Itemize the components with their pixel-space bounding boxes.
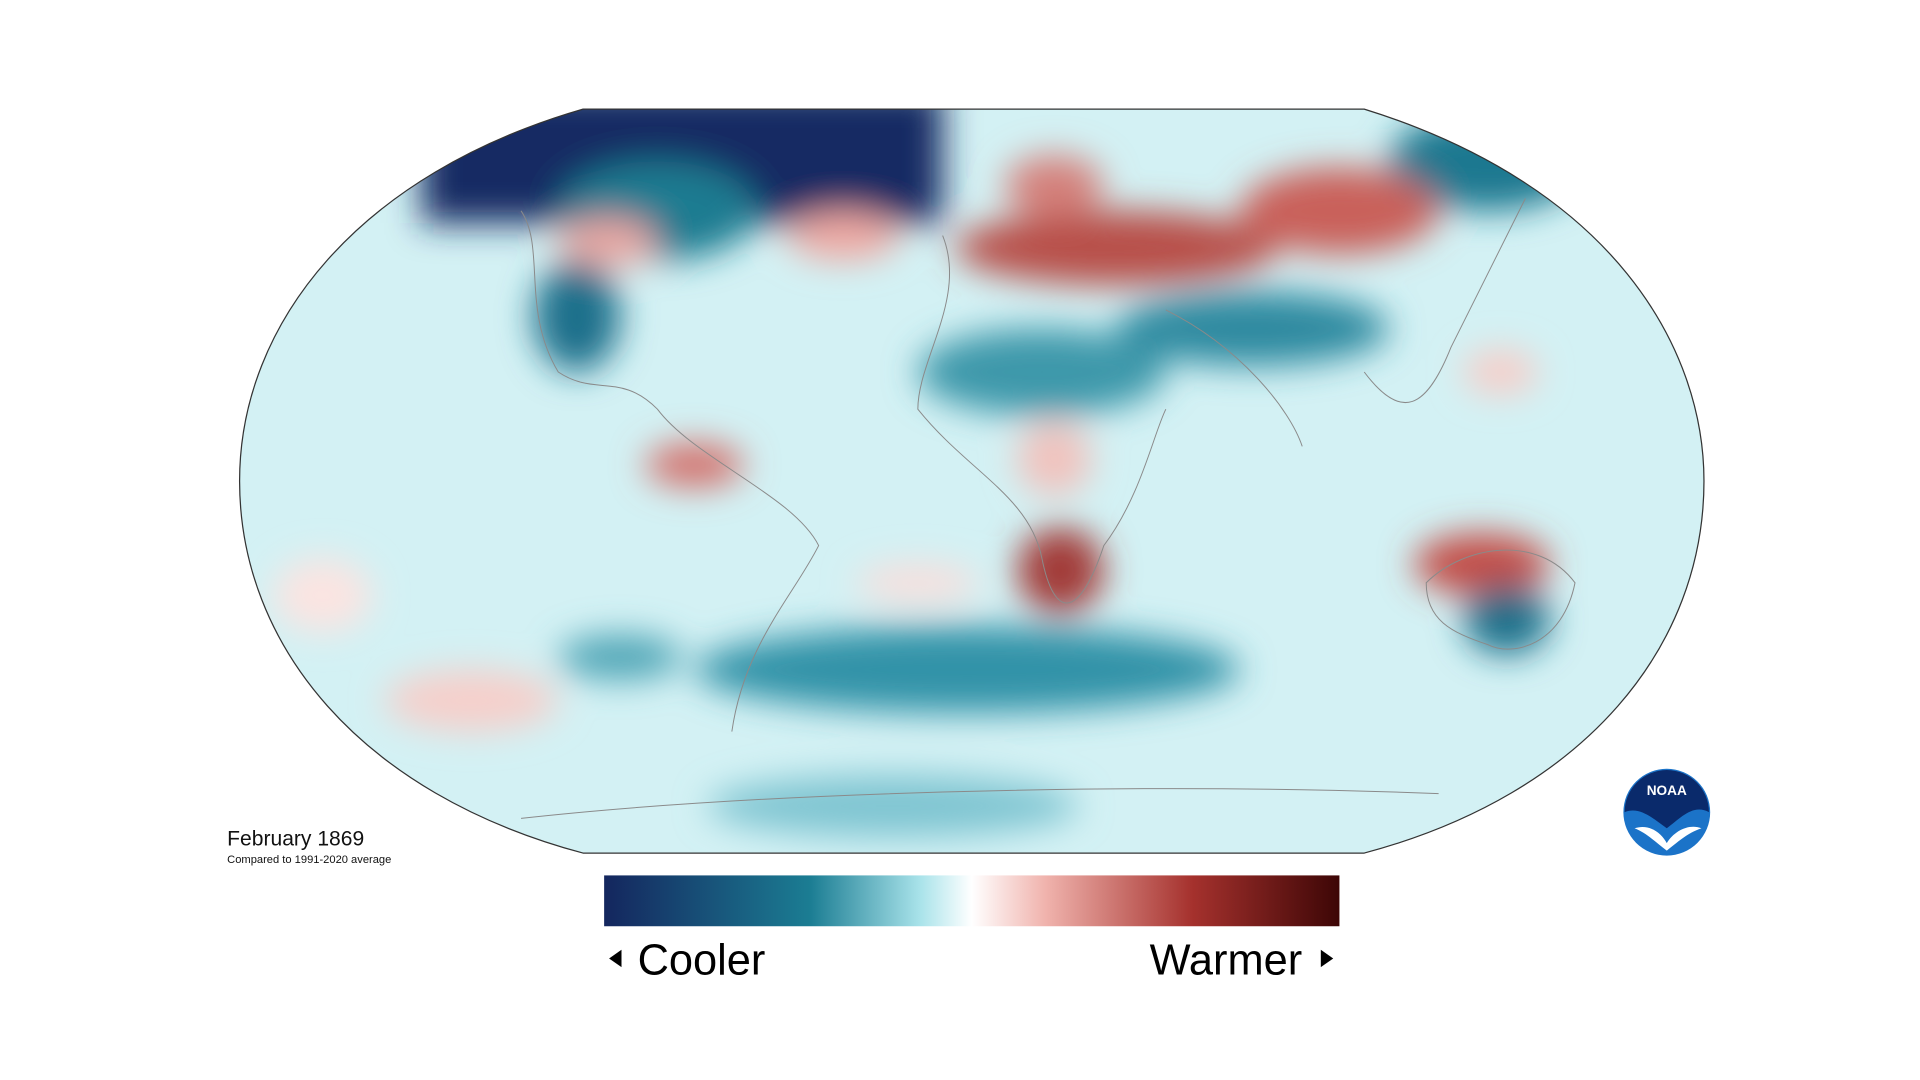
- cooler-arrow: [609, 949, 622, 968]
- legend-low-label: Cooler: [638, 937, 766, 985]
- coastlines: [520, 198, 1576, 819]
- logo-top: [1624, 770, 1709, 829]
- color-scale: [604, 875, 1340, 927]
- logo-text: NOAA: [1647, 783, 1687, 798]
- legend-high-label: Warmer: [1150, 937, 1303, 985]
- map-subtitle: Compared to 1991-2020 average: [227, 854, 391, 866]
- noaa-logo: NOAA: [1623, 768, 1711, 856]
- warmer-arrow: [1320, 949, 1334, 968]
- map-outline: [238, 108, 1705, 854]
- map-title: February 1869: [227, 828, 364, 851]
- map-body: [239, 109, 1704, 854]
- logo-gull: [1634, 826, 1702, 851]
